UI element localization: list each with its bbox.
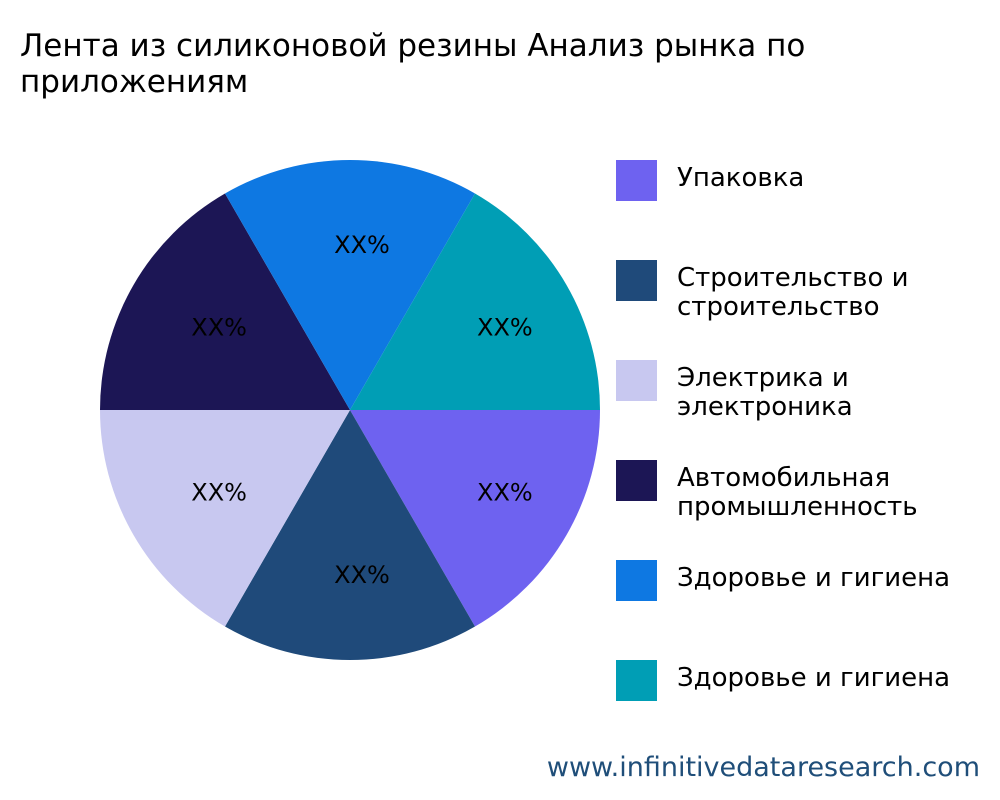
- chart-title: Лента из силиконовой резины Анализ рынка…: [20, 28, 806, 100]
- slice-percent-label: XX%: [334, 561, 390, 589]
- pie-slice: [350, 410, 600, 627]
- legend-swatch: [616, 260, 657, 301]
- legend-label: Строительство и строительство: [677, 263, 909, 322]
- legend-item-construction: Строительство и строительство: [616, 260, 987, 322]
- legend-label: Автомобильная промышленность: [677, 463, 918, 522]
- legend-label: Здоровье и гигиена: [677, 663, 951, 693]
- legend-item-electrical: Электрика и электроника: [616, 360, 987, 422]
- slice-percent-label: XX%: [191, 314, 247, 342]
- legend-swatch: [616, 160, 657, 201]
- pie-slice: [100, 193, 350, 410]
- pie-slices: [100, 160, 600, 660]
- legend-item-packaging: Упаковка: [616, 160, 987, 201]
- pie-slice: [225, 410, 475, 660]
- footer-website: www.infinitivedataresearch.com: [546, 752, 980, 783]
- legend-swatch: [616, 460, 657, 501]
- legend-label: Электрика и электроника: [677, 363, 853, 422]
- pie-slice: [350, 193, 600, 410]
- legend-item-health-2: Здоровье и гигиена: [616, 660, 987, 701]
- legend-swatch: [616, 660, 657, 701]
- pie-slice: [225, 160, 475, 410]
- slice-percent-label: XX%: [477, 479, 533, 507]
- slice-percent-label: XX%: [191, 479, 247, 507]
- legend-item-health-1: Здоровье и гигиена: [616, 560, 987, 601]
- legend-swatch: [616, 360, 657, 401]
- pie-slice: [100, 410, 350, 627]
- slice-percent-label: XX%: [334, 231, 390, 259]
- legend-swatch: [616, 560, 657, 601]
- legend-label: Упаковка: [677, 163, 805, 193]
- pie-labels: XX% XX% XX% XX% XX% XX%: [191, 231, 532, 589]
- legend: Упаковка Строительство и строительство Э…: [616, 0, 1000, 800]
- legend-label: Здоровье и гигиена: [677, 563, 951, 593]
- slice-percent-label: XX%: [477, 314, 533, 342]
- legend-item-automotive: Автомобильная промышленность: [616, 460, 987, 522]
